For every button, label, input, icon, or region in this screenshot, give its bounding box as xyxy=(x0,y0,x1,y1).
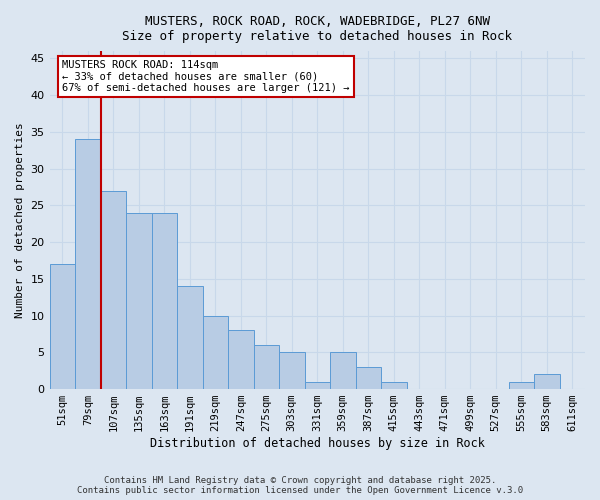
Bar xyxy=(254,345,279,389)
Text: Contains HM Land Registry data © Crown copyright and database right 2025.
Contai: Contains HM Land Registry data © Crown c… xyxy=(77,476,523,495)
Bar xyxy=(279,352,305,389)
Bar xyxy=(534,374,560,389)
Title: MUSTERS, ROCK ROAD, ROCK, WADEBRIDGE, PL27 6NW
Size of property relative to deta: MUSTERS, ROCK ROAD, ROCK, WADEBRIDGE, PL… xyxy=(122,15,512,43)
Bar xyxy=(356,367,381,389)
Bar xyxy=(75,140,101,389)
Text: MUSTERS ROCK ROAD: 114sqm
← 33% of detached houses are smaller (60)
67% of semi-: MUSTERS ROCK ROAD: 114sqm ← 33% of detac… xyxy=(62,60,350,93)
Bar xyxy=(381,382,407,389)
Bar xyxy=(228,330,254,389)
Bar xyxy=(101,190,126,389)
Bar xyxy=(126,213,152,389)
Y-axis label: Number of detached properties: Number of detached properties xyxy=(15,122,25,318)
Bar xyxy=(177,286,203,389)
X-axis label: Distribution of detached houses by size in Rock: Distribution of detached houses by size … xyxy=(150,437,485,450)
Bar xyxy=(152,213,177,389)
Bar xyxy=(305,382,330,389)
Bar xyxy=(203,316,228,389)
Bar xyxy=(509,382,534,389)
Bar xyxy=(330,352,356,389)
Bar xyxy=(50,264,75,389)
